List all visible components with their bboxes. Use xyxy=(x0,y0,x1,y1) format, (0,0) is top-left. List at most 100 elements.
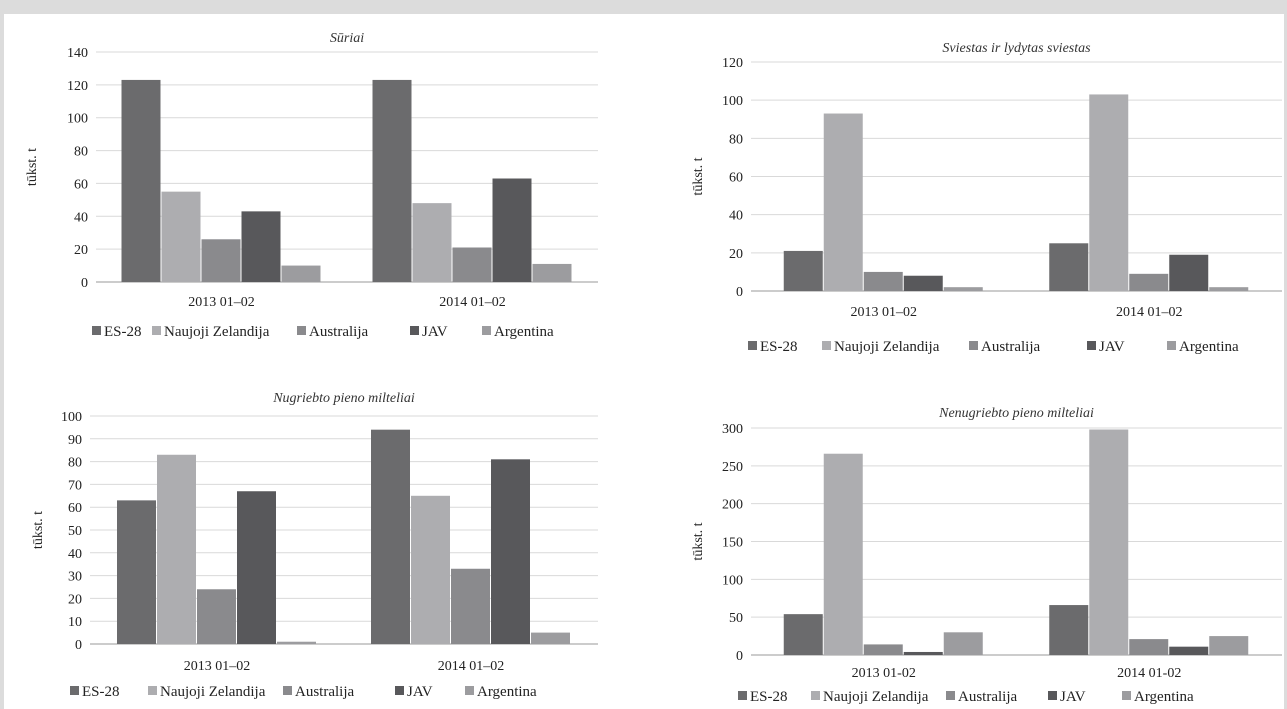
legend-swatch xyxy=(92,326,101,335)
y-tick-label: 0 xyxy=(81,276,88,291)
bar xyxy=(532,263,572,282)
bar xyxy=(1049,605,1089,655)
bar xyxy=(1089,429,1129,655)
bar xyxy=(823,453,863,655)
legend-label: ES-28 xyxy=(750,689,788,705)
chart-title: Sūriai xyxy=(330,31,364,46)
legend-swatch xyxy=(946,691,955,700)
bar xyxy=(1169,254,1209,291)
legend-swatch xyxy=(482,326,491,335)
bar xyxy=(452,247,492,282)
legend-label: JAV xyxy=(407,684,433,700)
y-axis-label: tūkst. t xyxy=(691,522,706,560)
bar xyxy=(277,641,316,644)
left-border-band xyxy=(0,0,4,709)
y-tick-label: 140 xyxy=(67,46,88,61)
chart-title: Nenugriebto pieno milteliai xyxy=(938,406,1094,421)
legend-swatch xyxy=(410,326,419,335)
bar xyxy=(492,178,532,282)
y-tick-label: 60 xyxy=(729,171,743,186)
legend-label: Australija xyxy=(958,689,1017,705)
legend-swatch xyxy=(297,326,306,335)
top-border-band xyxy=(0,0,1287,14)
legend-label: Naujoji Zelandija xyxy=(834,339,940,355)
y-tick-label: 0 xyxy=(736,285,743,300)
y-tick-label: 50 xyxy=(729,611,743,626)
y-tick-label: 100 xyxy=(722,573,743,588)
y-tick-label: 20 xyxy=(68,592,82,607)
x-category-label: 2013 01–02 xyxy=(184,659,251,674)
bar xyxy=(1089,94,1129,291)
legend-swatch xyxy=(70,686,79,695)
chart-title: Nugriebto pieno milteliai xyxy=(272,391,415,406)
y-tick-label: 40 xyxy=(729,209,743,224)
y-tick-label: 0 xyxy=(75,638,82,653)
y-tick-label: 20 xyxy=(729,247,743,262)
legend-swatch xyxy=(395,686,404,695)
y-axis-label: tūkst. t xyxy=(691,157,706,195)
legend-label: Argentina xyxy=(494,324,554,340)
x-category-label: 2013 01-02 xyxy=(852,666,916,681)
y-tick-label: 20 xyxy=(74,243,88,258)
legend-label: Naujoji Zelandija xyxy=(160,684,266,700)
bar xyxy=(412,203,452,282)
y-axis-label: tūkst. t xyxy=(31,511,46,549)
bar xyxy=(903,275,943,291)
bar xyxy=(281,265,321,282)
y-tick-label: 40 xyxy=(68,547,82,562)
legend-label: Naujoji Zelandija xyxy=(823,689,929,705)
x-category-label: 2014 01-02 xyxy=(1117,666,1181,681)
bar xyxy=(201,239,241,282)
y-tick-label: 70 xyxy=(68,478,82,493)
legend-swatch xyxy=(465,686,474,695)
bar xyxy=(531,632,570,644)
right-border-band xyxy=(1284,0,1287,709)
y-axis-label: tūkst. t xyxy=(25,148,40,186)
legend-swatch xyxy=(1048,691,1057,700)
y-tick-label: 100 xyxy=(67,112,88,127)
y-tick-label: 100 xyxy=(722,94,743,109)
legend-label: ES-28 xyxy=(760,339,798,355)
legend-label: ES-28 xyxy=(104,324,142,340)
legend-label: JAV xyxy=(422,324,448,340)
y-tick-label: 0 xyxy=(736,649,743,664)
bar xyxy=(1049,243,1089,291)
legend-swatch xyxy=(1122,691,1131,700)
legend-label: Argentina xyxy=(1134,689,1194,705)
legend-swatch xyxy=(822,341,831,350)
legend-label: Argentina xyxy=(477,684,537,700)
legend-swatch xyxy=(148,686,157,695)
y-tick-label: 120 xyxy=(67,79,88,94)
y-tick-label: 80 xyxy=(68,456,82,471)
bar xyxy=(491,459,530,644)
y-tick-label: 100 xyxy=(61,410,82,425)
bar xyxy=(121,79,161,282)
y-tick-label: 90 xyxy=(68,433,82,448)
bar xyxy=(157,454,196,644)
legend-label: JAV xyxy=(1060,689,1086,705)
y-tick-label: 60 xyxy=(74,177,88,192)
legend-swatch xyxy=(1167,341,1176,350)
x-category-label: 2014 01–02 xyxy=(1116,305,1183,320)
bar xyxy=(237,491,276,644)
bar xyxy=(943,632,983,655)
legend-swatch xyxy=(738,691,747,700)
y-tick-label: 40 xyxy=(74,210,88,225)
bar xyxy=(783,250,823,291)
bar xyxy=(197,589,236,644)
legend-label: Argentina xyxy=(1179,339,1239,355)
x-category-label: 2014 01–02 xyxy=(438,659,505,674)
legend-label: ES-28 xyxy=(82,684,120,700)
y-tick-label: 50 xyxy=(68,524,82,539)
legend-label: JAV xyxy=(1099,339,1125,355)
bar xyxy=(783,614,823,655)
bar xyxy=(451,568,490,644)
legend-label: Australija xyxy=(981,339,1040,355)
bar xyxy=(1129,639,1169,655)
y-tick-label: 30 xyxy=(68,570,82,585)
chart-title: Sviestas ir lydytas sviestas xyxy=(942,41,1091,56)
y-tick-label: 80 xyxy=(729,132,743,147)
bar xyxy=(823,113,863,292)
legend-swatch xyxy=(811,691,820,700)
